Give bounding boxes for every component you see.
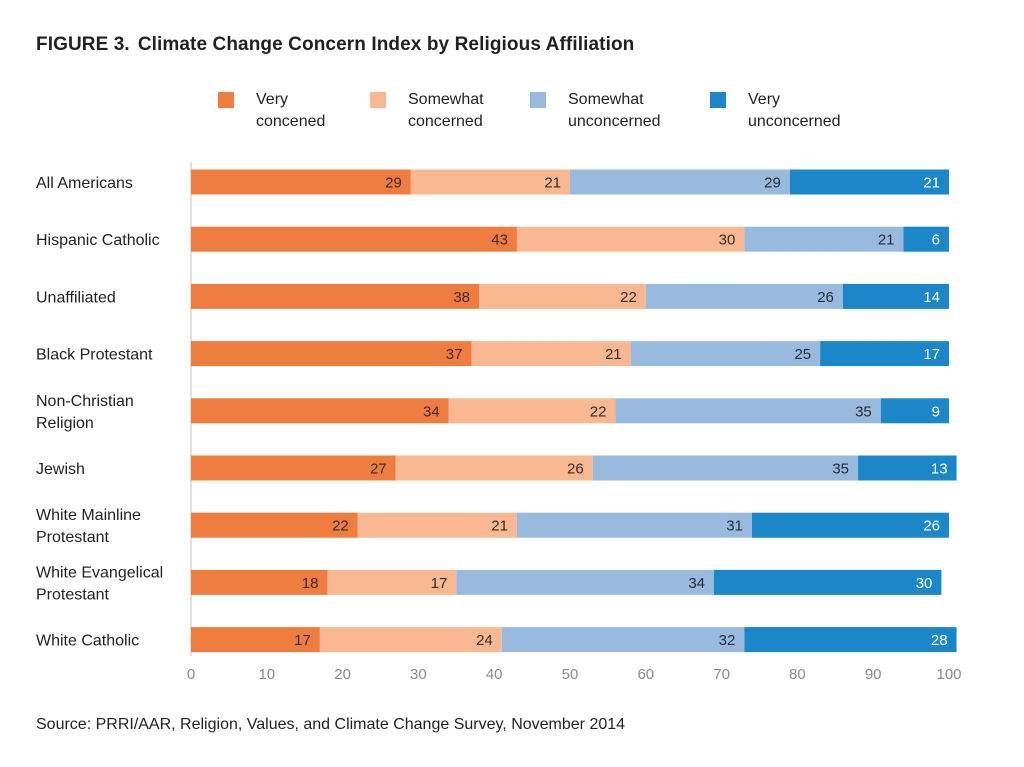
bar-value-label: 24 (476, 632, 493, 649)
bar-value-label: 17 (431, 575, 448, 592)
bar-segment (646, 284, 843, 309)
bar-value-label: 26 (923, 518, 940, 535)
bar-value-label: 31 (726, 518, 743, 535)
x-tick-label: 0 (187, 666, 195, 683)
category-label: White Catholic (36, 633, 139, 650)
bar-segment (904, 227, 949, 252)
bar-segment (191, 170, 411, 195)
category-label: Non-Christian Religion (36, 393, 134, 432)
bar-segment (593, 456, 858, 481)
bar-value-label: 26 (567, 461, 584, 478)
x-tick-label: 100 (936, 666, 961, 683)
bar-value-label: 9 (932, 403, 940, 420)
bar-segment (631, 341, 821, 366)
bar-value-label: 29 (385, 175, 402, 192)
bar-value-label: 34 (423, 403, 440, 420)
bar-value-label: 35 (855, 403, 872, 420)
bar-value-label: 17 (923, 346, 940, 363)
category-label: White Mainline Protestant (36, 507, 141, 546)
x-tick-label: 60 (637, 666, 654, 683)
bar-segment (615, 398, 880, 423)
bar-segment (191, 341, 471, 366)
bar-value-label: 30 (916, 575, 933, 592)
category-label: Jewish (36, 461, 85, 478)
bar-value-label: 21 (923, 175, 940, 192)
bar-value-label: 14 (923, 289, 940, 306)
x-tick-label: 80 (789, 666, 806, 683)
category-label: White Evangelical Protestant (36, 564, 163, 603)
bar-segment (191, 227, 517, 252)
x-tick-label: 90 (865, 666, 882, 683)
bar-value-label: 38 (453, 289, 470, 306)
bar-value-label: 21 (491, 518, 508, 535)
bar-value-label: 30 (719, 232, 736, 249)
bar-value-label: 21 (544, 175, 561, 192)
bar-segment (570, 170, 790, 195)
x-tick-label: 40 (486, 666, 503, 683)
bar-segment (191, 456, 396, 481)
bar-value-label: 26 (817, 289, 834, 306)
x-tick-label: 20 (334, 666, 351, 683)
bar-segment (752, 513, 949, 538)
bar-segment (191, 398, 449, 423)
bar-value-label: 18 (302, 575, 319, 592)
bar-value-label: 6 (932, 232, 940, 249)
bar-value-label: 25 (794, 346, 811, 363)
bar-value-label: 29 (764, 175, 781, 192)
category-label: Unaffiliated (36, 289, 116, 306)
bar-value-label: 37 (446, 346, 463, 363)
bar-value-label: 13 (931, 461, 948, 478)
category-label: All Americans (36, 175, 133, 192)
bar-segment (714, 570, 941, 595)
bar-segment (396, 456, 593, 481)
bar-value-label: 22 (590, 403, 607, 420)
bar-segment (517, 227, 744, 252)
x-tick-label: 50 (562, 666, 579, 683)
bar-value-label: 34 (688, 575, 705, 592)
category-label: Hispanic Catholic (36, 232, 160, 249)
bar-segment (320, 627, 502, 652)
bar-segment (191, 284, 479, 309)
bar-value-label: 21 (878, 232, 895, 249)
bar-value-label: 28 (931, 632, 948, 649)
category-label: Black Protestant (36, 347, 153, 364)
bar-value-label: 21 (605, 346, 622, 363)
x-tick-label: 10 (258, 666, 275, 683)
x-tick-label: 70 (713, 666, 730, 683)
bar-value-label: 35 (832, 461, 849, 478)
bar-value-label: 17 (294, 632, 311, 649)
bar-segment (502, 627, 745, 652)
source-note: Source: PRRI/AAR, Religion, Values, and … (36, 716, 625, 734)
bar-value-label: 43 (491, 232, 508, 249)
bar-value-label: 22 (620, 289, 637, 306)
bar-segment (744, 627, 956, 652)
x-tick-label: 30 (410, 666, 427, 683)
bar-segment (517, 513, 752, 538)
bar-value-label: 27 (370, 461, 387, 478)
bar-segment (456, 570, 714, 595)
bar-value-label: 22 (332, 518, 349, 535)
stacked-bar-chart: 0 10 20 30 40 50 60 70 80 90 100 All Americans 29 21 2… (0, 0, 1024, 767)
bar-value-label: 32 (719, 632, 736, 649)
